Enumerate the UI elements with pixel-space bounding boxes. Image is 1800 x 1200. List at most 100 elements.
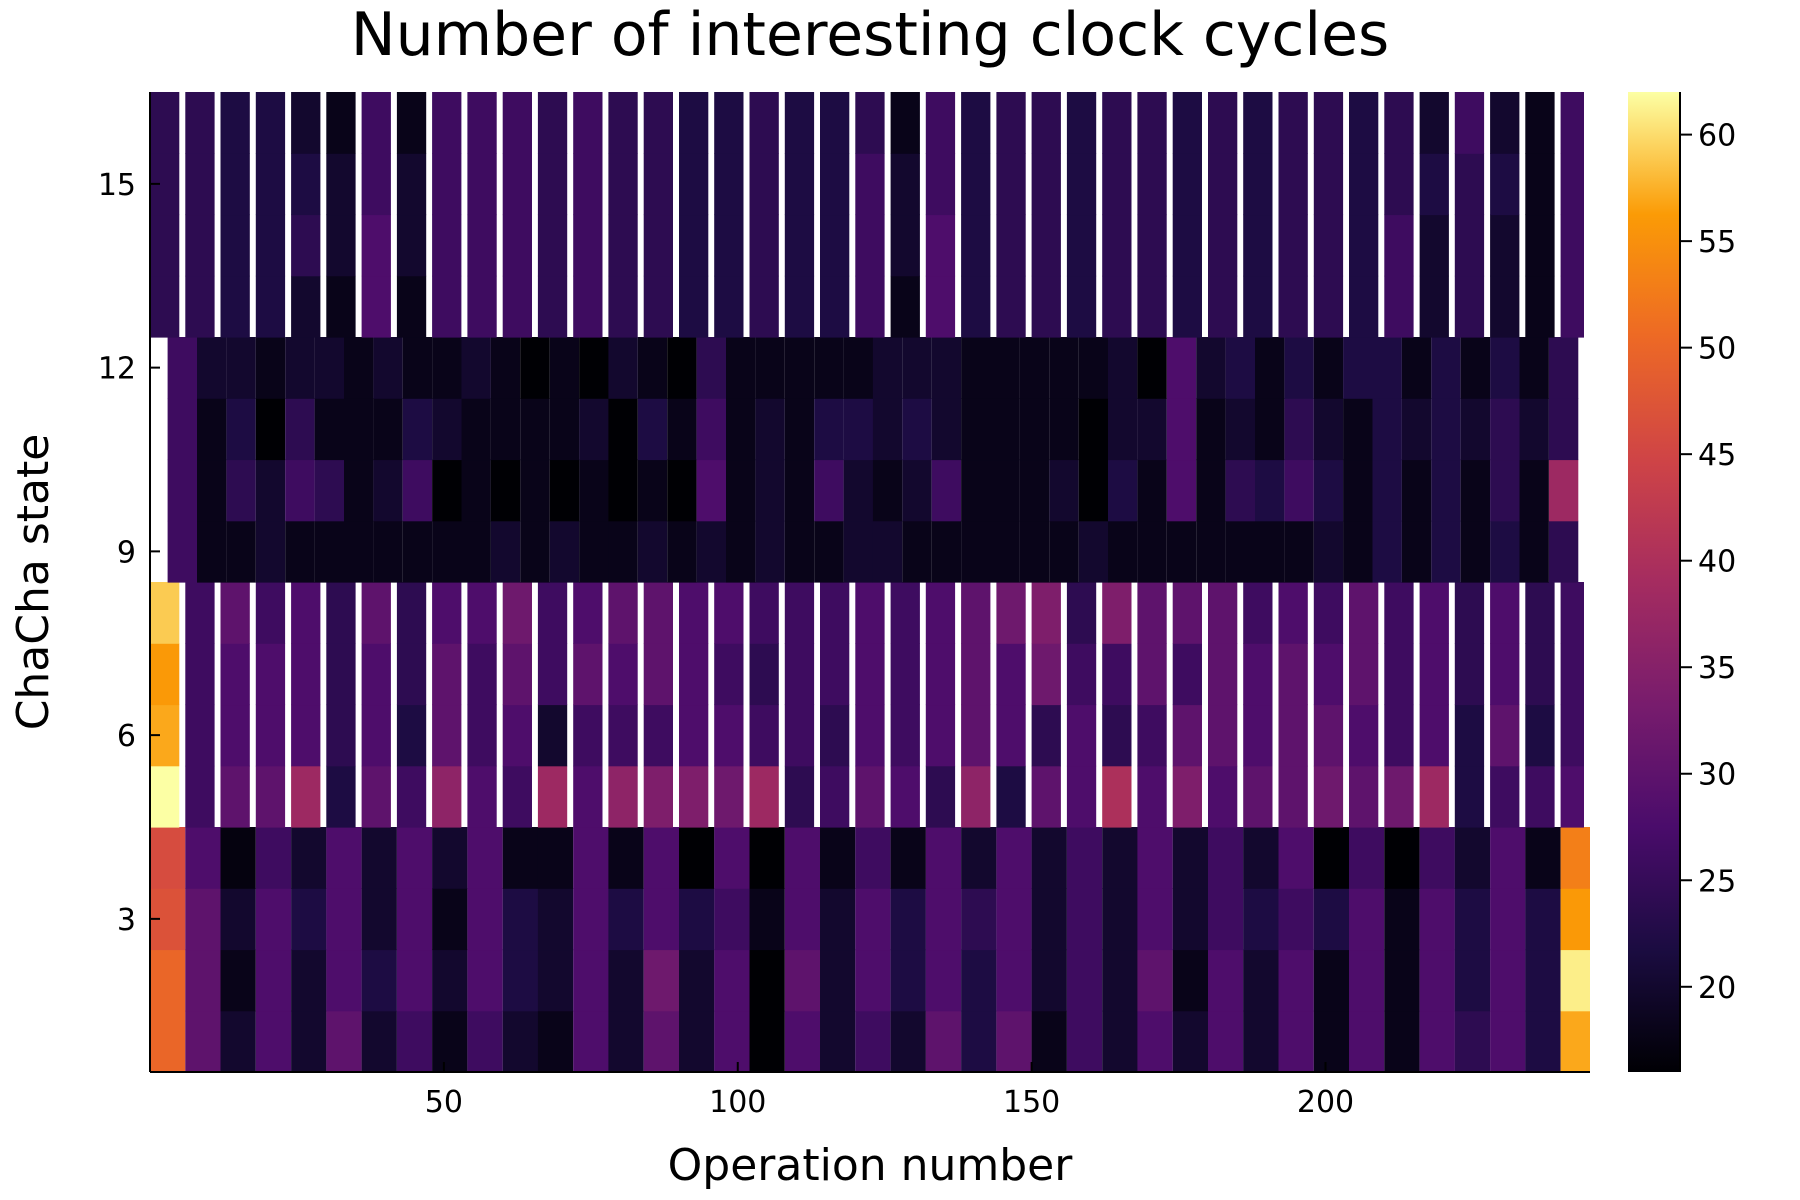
heatmap-cells — [150, 92, 1590, 1073]
heatmap-cell — [608, 949, 644, 1012]
heatmap-cell — [255, 520, 286, 583]
heatmap-cell — [990, 337, 1020, 399]
heatmap-cell — [1278, 275, 1308, 338]
heatmap-cell — [855, 92, 885, 154]
heatmap-cell — [643, 765, 673, 828]
heatmap-cell — [996, 275, 1026, 338]
heatmap-cell — [402, 459, 433, 522]
heatmap-cell — [784, 888, 821, 951]
heatmap-cell — [814, 337, 844, 399]
heatmap-cell — [326, 214, 356, 277]
heatmap-cell — [255, 582, 286, 644]
heatmap-cell — [902, 459, 932, 522]
heatmap-cell — [1243, 888, 1279, 951]
heatmap-cell — [1031, 92, 1061, 154]
heatmap-cell — [1525, 275, 1555, 338]
heatmap-cell — [396, 704, 427, 767]
heatmap-cell — [726, 520, 756, 583]
heatmap-cell — [784, 92, 815, 154]
heatmap-cell — [549, 459, 580, 522]
heatmap-cell — [573, 582, 603, 644]
heatmap-cell — [784, 337, 815, 399]
heatmap-cell — [714, 1010, 750, 1073]
heatmap-cell — [1343, 459, 1373, 522]
heatmap-cell — [1454, 92, 1485, 154]
heatmap-cell — [679, 643, 709, 706]
heatmap-cell — [726, 398, 756, 461]
heatmap-cell — [1284, 398, 1314, 461]
heatmap-cell — [1108, 459, 1138, 522]
heatmap-cell — [1490, 888, 1526, 951]
heatmap-cell — [255, 214, 286, 277]
heatmap-cell — [961, 1010, 997, 1073]
heatmap-cell — [220, 643, 250, 706]
heatmap-cell — [1166, 459, 1197, 522]
heatmap-cell — [679, 153, 709, 216]
heatmap-cell — [1019, 398, 1050, 461]
heatmap-cell — [1460, 459, 1491, 522]
heatmap-cell — [1066, 1010, 1103, 1073]
heatmap-cell — [1419, 214, 1449, 277]
heatmap-cell — [1525, 765, 1555, 828]
heatmap-cell — [1519, 520, 1549, 583]
heatmap-cell — [1243, 582, 1273, 644]
heatmap-cell — [1419, 704, 1449, 767]
heatmap-cell — [1454, 643, 1485, 706]
heatmap-cell — [291, 765, 321, 828]
heatmap-cell — [1137, 398, 1167, 461]
heatmap-cell — [890, 765, 920, 828]
heatmap-cell — [185, 643, 215, 706]
heatmap-cell — [890, 1010, 926, 1073]
heatmap-cell — [749, 214, 779, 277]
heatmap-cell — [150, 582, 180, 644]
heatmap-cell — [520, 520, 550, 583]
heatmap-cell — [361, 704, 391, 767]
heatmap-cell — [1313, 459, 1344, 522]
heatmap-cell — [520, 337, 550, 399]
heatmap-cell — [679, 275, 709, 338]
heatmap-cell — [1490, 153, 1520, 216]
heatmap-cell — [1525, 92, 1555, 154]
heatmap-cell — [1490, 704, 1520, 767]
heatmap-cell — [1172, 765, 1202, 828]
heatmap-cell — [226, 520, 256, 583]
heatmap-cell — [1384, 214, 1414, 277]
heatmap-cell — [714, 643, 744, 706]
heatmap-cell — [150, 827, 186, 889]
heatmap-cell — [1066, 582, 1097, 644]
heatmap-cell — [461, 520, 491, 583]
heatmap-cell — [643, 1010, 679, 1073]
heatmap-cell — [814, 398, 844, 461]
heatmap-cell — [197, 337, 227, 399]
heatmap-cell — [1560, 582, 1584, 644]
x-tick-label: 200 — [1297, 1085, 1354, 1120]
heatmap-cell — [1031, 275, 1061, 338]
heatmap-cell — [1278, 704, 1308, 767]
heatmap-cell — [925, 153, 956, 216]
heatmap-cell — [1102, 949, 1138, 1012]
heatmap-cell — [226, 337, 256, 399]
heatmap-cell — [432, 153, 462, 216]
heatmap-cell — [396, 582, 427, 644]
heatmap-cell — [608, 765, 638, 828]
heatmap-cell — [579, 459, 609, 522]
colorbar-tick-label: 20 — [1698, 971, 1736, 1006]
heatmap-cell — [255, 827, 292, 889]
heatmap-cell — [1419, 888, 1455, 951]
heatmap-cell — [490, 398, 521, 461]
heatmap-cell — [608, 520, 638, 583]
heatmap-cell — [1137, 1010, 1173, 1073]
heatmap-cell — [402, 337, 433, 399]
heatmap-cell — [1031, 704, 1061, 767]
heatmap-cell — [1066, 827, 1103, 889]
heatmap-cell — [1172, 643, 1202, 706]
heatmap-cell — [432, 214, 462, 277]
heatmap-cell — [467, 643, 497, 706]
heatmap-cell — [396, 827, 433, 889]
heatmap-cell — [255, 765, 286, 828]
heatmap-cell — [643, 949, 679, 1012]
heatmap-cell — [820, 888, 856, 951]
heatmap-cell — [961, 582, 991, 644]
heatmap-cell — [1560, 275, 1584, 338]
heatmap-cell — [502, 1010, 538, 1073]
